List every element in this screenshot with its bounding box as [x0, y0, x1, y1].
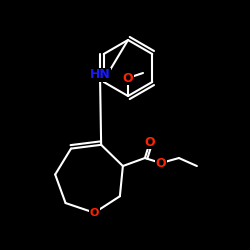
Text: HN: HN: [90, 68, 110, 82]
Text: O: O: [144, 136, 155, 148]
Text: O: O: [90, 208, 99, 218]
Text: O: O: [123, 72, 133, 85]
Text: O: O: [156, 156, 166, 170]
